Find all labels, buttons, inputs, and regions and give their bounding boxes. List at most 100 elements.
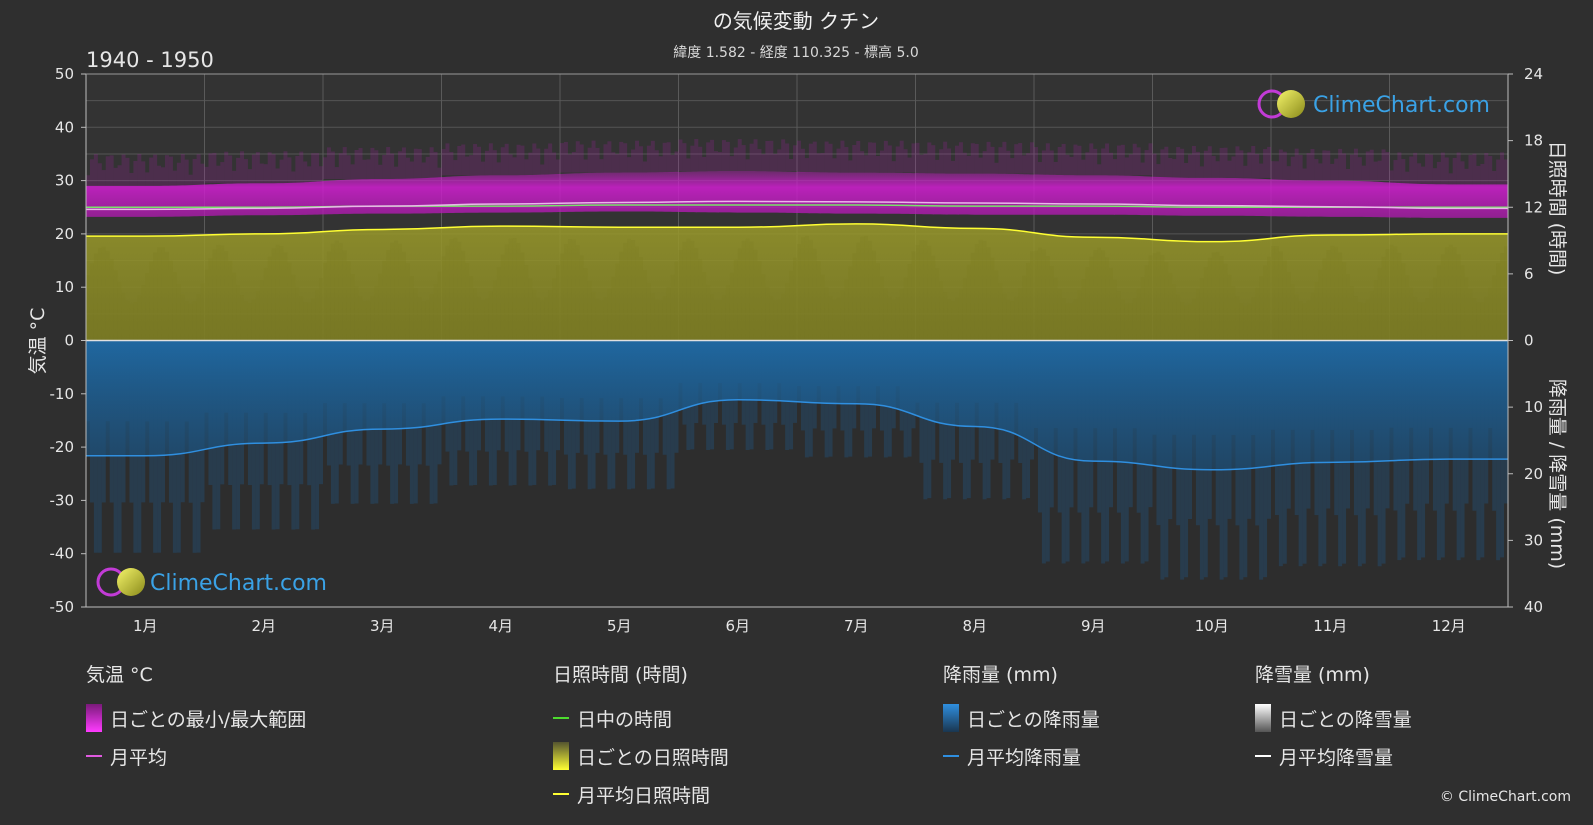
temp-day-bar (97, 163, 102, 186)
temp-day-bar (224, 151, 229, 184)
sunshine-day-bar (970, 252, 975, 341)
temp-day-bar (642, 161, 647, 173)
sunshine-day-bar (1504, 246, 1508, 341)
temp-day-bar (1290, 156, 1295, 181)
sunshine-day-bar (259, 280, 264, 341)
logo-text: ClimeChart.com (150, 571, 327, 596)
line-swatch-icon (553, 717, 569, 719)
temp-day-bar (1089, 143, 1094, 176)
sunshine-day-bar (390, 242, 395, 341)
temp-day-bar (911, 143, 916, 173)
temp-day-bar (228, 155, 233, 184)
temp-day-bar (1207, 146, 1212, 178)
sunshine-day-bar (287, 262, 292, 341)
temp-day-bar (682, 143, 687, 172)
temp-day-bar (599, 159, 604, 173)
temp-day-bar (1168, 157, 1173, 178)
sunshine-day-bar (1180, 302, 1185, 341)
temp-day-bar (548, 143, 553, 176)
temp-day-bar (891, 161, 896, 173)
sunshine-day-bar (137, 295, 142, 341)
sunshine-day-bar (721, 294, 726, 341)
sunshine-day-bar (196, 293, 201, 341)
temp-day-bar (856, 141, 861, 173)
temp-day-bar (251, 154, 256, 184)
sunshine-day-bar (1077, 290, 1082, 341)
temp-day-bar (1267, 146, 1271, 178)
temp-day-bar (504, 143, 509, 176)
sunshine-day-bar (820, 274, 825, 341)
line-swatch-icon (86, 755, 102, 757)
tick-label-month: 7月 (844, 617, 869, 635)
sunshine-day-bar (200, 283, 205, 341)
sunshine-day-bar (1109, 267, 1113, 341)
sunshine-day-bar (326, 251, 331, 341)
temp-day-bar (528, 152, 533, 176)
temp-day-bar (1294, 148, 1299, 181)
sunshine-day-bar (1113, 279, 1117, 341)
temp-day-bar (89, 159, 94, 186)
temp-day-bar (86, 175, 90, 186)
temp-day-bar (1496, 159, 1501, 185)
sunshine-day-bar (1282, 260, 1287, 341)
sunshine-day-bar (441, 256, 446, 341)
sunshine-day-bar (1223, 263, 1228, 341)
rain-area (86, 340, 1508, 470)
rain-day-bar (923, 340, 928, 500)
temp-day-bar (524, 159, 529, 176)
temp-day-bar (1093, 148, 1098, 176)
sunshine-day-bar (236, 284, 241, 341)
sunshine-day-bar (212, 249, 217, 341)
sunshine-day-bar (1361, 303, 1366, 341)
sunshine-day-bar (354, 286, 359, 341)
sunshine-day-bar (1310, 292, 1315, 341)
temp-day-bar (1243, 165, 1248, 178)
sunshine-day-bar (319, 278, 323, 341)
tick-label-month: 2月 (251, 617, 276, 635)
sunshine-day-bar (1500, 253, 1505, 341)
sunshine-day-bar (113, 270, 118, 341)
temp-day-bar (1053, 161, 1058, 176)
sunshine-day-bar (409, 276, 414, 341)
sunshine-day-bar (544, 297, 549, 341)
temp-day-bar (879, 150, 884, 173)
temp-day-bar (1109, 152, 1113, 176)
sunshine-day-bar (777, 299, 782, 341)
sunshine-day-bar (1421, 302, 1426, 341)
temp-day-bar (812, 141, 817, 173)
legend-label: 日ごとの降雪量 (1279, 708, 1412, 731)
sunshine-day-bar (1014, 296, 1019, 341)
temp-day-bar (271, 154, 276, 184)
sunshine-day-bar (887, 296, 892, 341)
temp-day-bar (1057, 147, 1062, 176)
temp-day-bar (232, 170, 237, 184)
temp-day-bar (453, 160, 458, 176)
temp-day-bar (1480, 163, 1485, 185)
sunshine-day-bar (548, 289, 553, 341)
logo-sun-icon (117, 568, 145, 596)
temp-day-bar (319, 166, 323, 184)
temp-day-bar (188, 174, 193, 186)
sunshine-day-bar (836, 297, 841, 341)
sunshine-day-bar (247, 303, 252, 341)
sunshine-day-bar (1346, 274, 1350, 341)
tick-label-right-top: 12 (1524, 198, 1543, 216)
temp-day-bar (1128, 154, 1133, 176)
sunshine-day-bar (1464, 277, 1469, 341)
sunshine-day-bar (761, 274, 766, 341)
sunshine-day-bar (1219, 255, 1224, 341)
temp-day-bar (413, 148, 418, 180)
temp-day-bar (958, 142, 963, 174)
temp-day-bar (378, 164, 383, 180)
temp-day-bar (1492, 170, 1497, 185)
temp-day-bar (623, 143, 628, 173)
sunshine-day-bar (220, 245, 225, 341)
temp-day-bar (820, 153, 825, 173)
temp-day-bar (1472, 153, 1477, 185)
temp-day-bar (113, 167, 118, 186)
temp-day-bar (1140, 162, 1145, 176)
temp-day-bar (421, 162, 426, 180)
temp-day-bar (536, 148, 541, 176)
temp-day-bar (907, 157, 912, 173)
sunshine-day-bar (1022, 275, 1027, 341)
